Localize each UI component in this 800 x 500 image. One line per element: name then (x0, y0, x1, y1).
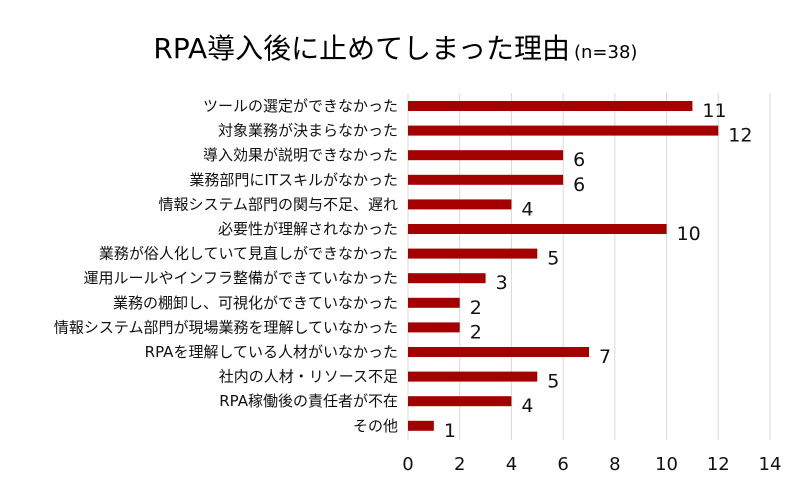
x-tick-label: 10 (655, 454, 678, 475)
category-label: 導入効果が説明できなかった (203, 146, 398, 164)
bar (408, 396, 512, 407)
category-label: 対象業務が決まらなかった (218, 122, 398, 140)
category-label: 社内の人材・リソース不足 (219, 368, 398, 386)
data-label: 2 (470, 321, 482, 343)
data-label: 11 (702, 100, 726, 122)
category-label: RPAを理解している人材がいなかった (145, 343, 398, 361)
data-label: 5 (547, 248, 559, 270)
data-label: 4 (521, 395, 533, 417)
chart-subtitle: (n=38) (574, 42, 637, 63)
data-label: 1 (444, 420, 456, 442)
chart-title: RPA導入後に止めてしまった理由 (153, 32, 570, 65)
bar (408, 174, 564, 185)
bar (408, 273, 486, 284)
category-label: 業務の棚卸し、可視化ができていなかった (113, 294, 398, 312)
category-label: 情報システム部門が現場業務を理解していなかった (54, 318, 398, 336)
bar (408, 347, 589, 357)
category-label: 運用ルールやインフラ整備ができていなかった (83, 269, 398, 287)
bar (408, 420, 434, 431)
x-tick-label: 2 (454, 454, 465, 475)
x-tick-label: 6 (557, 454, 568, 475)
x-tick-label: 12 (707, 454, 730, 475)
x-tick-label: 4 (506, 454, 517, 475)
category-label: 必要性が理解されなかった (218, 220, 398, 238)
bar (408, 297, 460, 308)
category-label: 業務が俗人化していて見直しができなかった (99, 245, 398, 263)
x-tick-label: 14 (759, 454, 782, 475)
data-label: 12 (728, 125, 752, 147)
category-label: 業務部門にITスキルがなかった (189, 171, 398, 189)
category-labels: ツールの選定ができなかった対象業務が決まらなかった導入効果が説明できなかった業務… (54, 97, 398, 435)
bar (408, 199, 512, 210)
category-label: その他 (353, 417, 398, 435)
x-tick-label: 8 (609, 454, 620, 475)
bar (408, 150, 564, 161)
data-label: 10 (677, 223, 701, 245)
data-label: 6 (573, 149, 585, 171)
data-label: 4 (521, 198, 533, 220)
data-label: 6 (573, 174, 585, 196)
data-label: 3 (496, 272, 508, 294)
category-label: ツールの選定ができなかった (203, 97, 398, 115)
data-label: 2 (470, 297, 482, 319)
data-label: 5 (547, 371, 559, 393)
x-tick-labels: 0 2 4 6 8 10 12 14 (402, 454, 781, 475)
bar (408, 371, 538, 382)
bar (408, 224, 667, 234)
bars (408, 101, 719, 431)
bar (408, 322, 460, 333)
category-label: RPA稼働後の責任者が不在 (219, 392, 398, 410)
bar (408, 248, 538, 259)
bar (408, 125, 719, 136)
bar (408, 101, 693, 111)
data-label: 7 (599, 346, 611, 368)
x-tick-label: 0 (402, 454, 413, 475)
gridlines (407, 93, 771, 440)
category-label: 情報システム部門の関与不足、遅れ (158, 195, 398, 213)
